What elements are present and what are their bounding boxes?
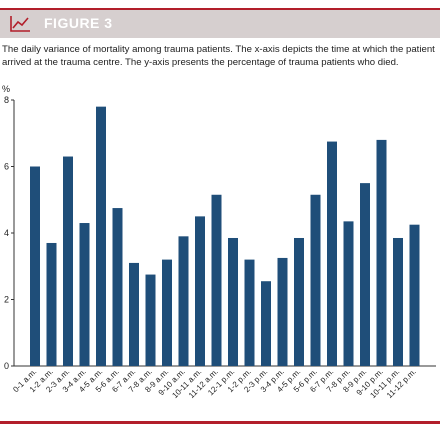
- bar: [294, 237, 304, 366]
- bar: [261, 281, 271, 366]
- bar: [393, 237, 403, 366]
- bar: [79, 223, 90, 366]
- bar: [112, 208, 123, 366]
- bar: [162, 259, 172, 366]
- y-tick-label: 0: [4, 361, 9, 371]
- y-tick-label: 4: [4, 228, 9, 238]
- bar: [360, 183, 370, 366]
- line-chart-icon: [10, 16, 30, 32]
- bar: [376, 139, 387, 366]
- bottom-rule: [0, 421, 440, 424]
- figure-header: FIGURE 3: [0, 8, 440, 38]
- y-tick-label: 8: [4, 95, 9, 105]
- bar: [96, 106, 106, 367]
- bar: [211, 194, 222, 366]
- figure-title: FIGURE 3: [44, 15, 113, 31]
- top-rule: [0, 0, 440, 6]
- y-tick-label: 6: [4, 162, 9, 172]
- y-tick-label: 2: [4, 295, 9, 305]
- bar: [244, 259, 255, 366]
- y-axis-label: %: [2, 84, 10, 94]
- bar: [63, 156, 73, 366]
- figure-caption: The daily variance of mortality among tr…: [2, 44, 435, 68]
- bar: [178, 236, 189, 366]
- bar: [46, 242, 57, 366]
- bar: [277, 257, 288, 366]
- bar: [310, 194, 321, 366]
- bar: [409, 224, 420, 366]
- bar: [145, 274, 156, 366]
- bar: [129, 262, 139, 366]
- bar: [30, 166, 40, 366]
- bar: [195, 216, 205, 366]
- bar: [228, 237, 238, 366]
- bar: [343, 221, 354, 366]
- bar: [327, 141, 337, 366]
